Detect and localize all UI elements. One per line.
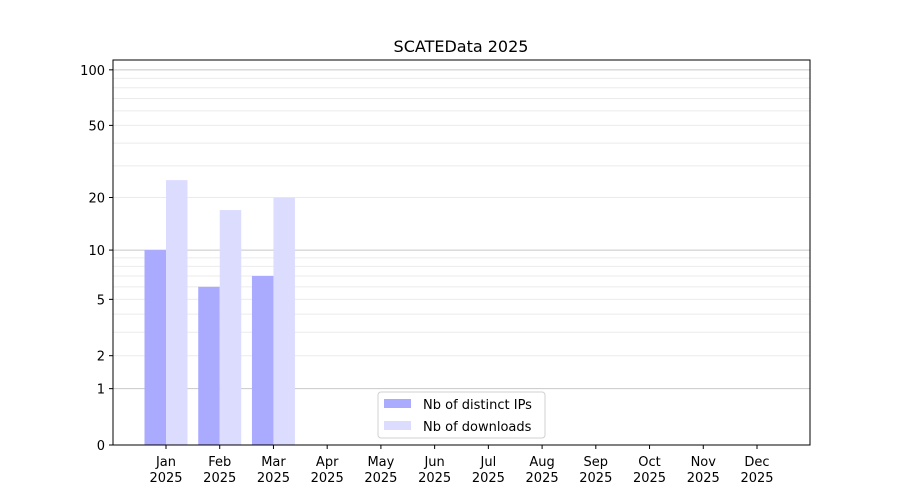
x-tick-label: Mar 2025 (257, 455, 290, 486)
bars (144, 180, 295, 445)
x-tick-label: Sep 2025 (579, 455, 612, 486)
plot-frame (112, 59, 811, 446)
legend-swatch (384, 421, 411, 430)
y-tick-label: 100 (80, 64, 105, 79)
chart-title: SCATEData 2025 (394, 37, 529, 56)
y-tick-label: 5 (97, 293, 105, 308)
bar-distinct-ips (198, 286, 220, 445)
x-tick-label: Nov 2025 (687, 455, 720, 486)
x-tick-label: Dec 2025 (740, 455, 773, 486)
legend: Nb of distinct IPs Nb of downloads (377, 391, 546, 439)
x-tick-label: Jan 2025 (149, 455, 182, 486)
x-tick-label: Jul 2025 (472, 455, 505, 486)
legend-box (377, 391, 546, 439)
y-axis: 0 1 2 5 10 20 50 100 (80, 64, 113, 454)
x-axis: Jan 2025 Feb 2025 Mar 2025 Apr 2025 May 2025 Jun 20… (149, 445, 774, 486)
y-tick-label: 2 (97, 350, 105, 365)
x-tick-label: Oct 2025 (633, 455, 666, 486)
y-tick-label: 50 (88, 119, 105, 134)
bar-distinct-ips (144, 250, 166, 445)
y-tick-label: 20 (88, 192, 105, 207)
bar-distinct-ips (251, 275, 274, 445)
x-tick-label: May 2025 (364, 455, 397, 486)
legend-label: Nb of downloads (423, 420, 532, 435)
bar-downloads (219, 210, 242, 445)
y-tick-label: 10 (88, 244, 105, 259)
bar-downloads (166, 180, 188, 445)
y-tick-label: 1 (97, 383, 105, 398)
y-tick-label: 0 (97, 439, 105, 454)
x-tick-label: Feb 2025 (203, 455, 236, 486)
legend-label: Nb of distinct IPs (423, 398, 532, 413)
x-tick-label: Apr 2025 (311, 455, 344, 486)
x-tick-label: Jun 2025 (418, 455, 451, 486)
bar-downloads (273, 197, 295, 445)
legend-swatch (384, 399, 411, 408)
x-tick-label: Aug 2025 (526, 455, 559, 486)
